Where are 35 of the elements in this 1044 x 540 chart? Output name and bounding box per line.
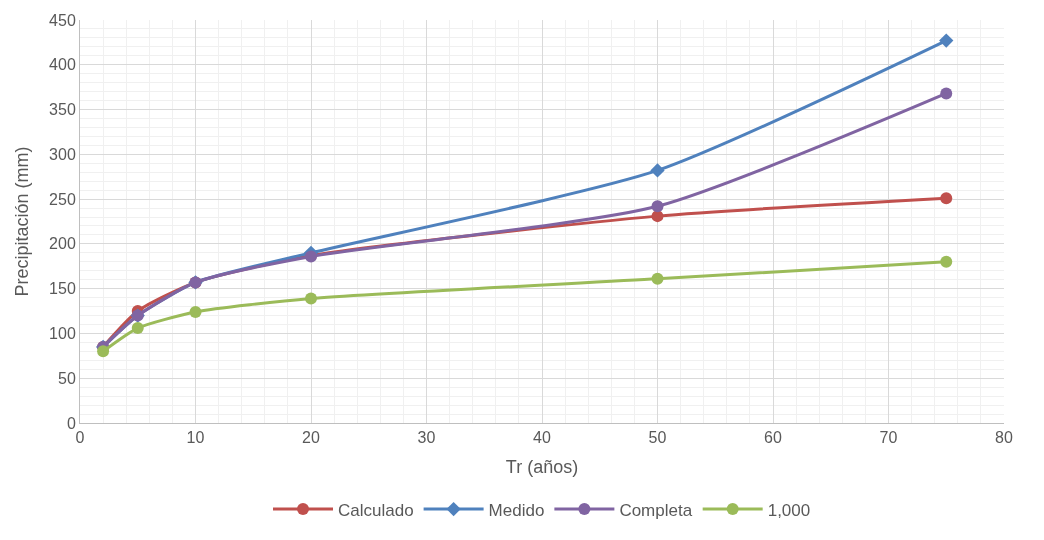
point xyxy=(97,345,110,358)
y-tick-label: 200 xyxy=(49,235,76,253)
legend-label: 1,000 xyxy=(767,500,811,520)
y-axis-title: Precipitación (mm) xyxy=(12,146,33,297)
x-axis-title: Tr (años) xyxy=(505,457,579,478)
x-tick-label: 70 xyxy=(879,429,898,447)
point xyxy=(650,163,665,178)
x-tick-label: 30 xyxy=(417,429,436,447)
x-tick-label: 10 xyxy=(186,429,205,447)
point xyxy=(131,322,144,335)
y-tick-label: 250 xyxy=(49,190,76,208)
y-tick-label: 150 xyxy=(49,280,76,298)
legend-label: Completa xyxy=(619,500,693,520)
y-tick-label: 450 xyxy=(49,11,76,29)
x-tick-label: 80 xyxy=(995,429,1013,447)
point xyxy=(189,305,202,318)
y-tick-label: 300 xyxy=(49,145,76,163)
y-tick-label: 50 xyxy=(58,369,76,387)
y-tick-label: 350 xyxy=(49,101,76,119)
y-tick-label: 400 xyxy=(49,56,76,74)
x-tick-label: 40 xyxy=(533,429,551,447)
point xyxy=(651,200,664,213)
point xyxy=(651,272,664,285)
legend-label: Medido xyxy=(488,500,545,520)
legend-label: Calculado xyxy=(338,500,414,520)
y-tick-label: 100 xyxy=(49,325,76,343)
point xyxy=(940,192,953,205)
x-tick-label: 20 xyxy=(302,429,320,447)
point xyxy=(939,33,954,48)
x-tick-label: 60 xyxy=(764,429,782,447)
point xyxy=(940,255,953,268)
point xyxy=(305,292,317,305)
x-tick-label: 50 xyxy=(648,429,667,447)
y-tick-label: 0 xyxy=(66,414,76,432)
point xyxy=(940,87,953,100)
